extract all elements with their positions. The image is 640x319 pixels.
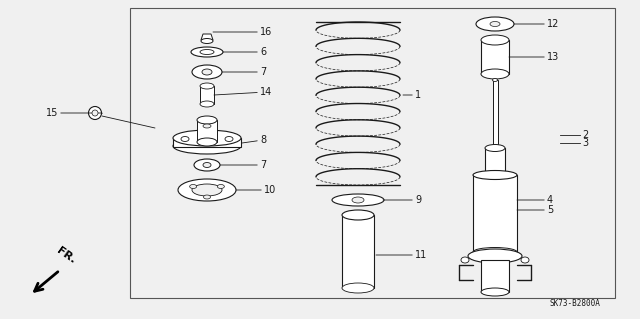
Text: 12: 12: [514, 19, 559, 29]
Ellipse shape: [490, 21, 500, 26]
Text: 2: 2: [582, 130, 588, 140]
Bar: [342, 215, 374, 288]
Text: 11: 11: [376, 250, 428, 260]
Bar: [481, 40, 509, 74]
Ellipse shape: [521, 257, 529, 263]
Text: 5: 5: [517, 205, 553, 215]
Ellipse shape: [468, 249, 522, 263]
Ellipse shape: [473, 248, 517, 256]
Ellipse shape: [218, 184, 225, 189]
Text: 1: 1: [403, 90, 421, 100]
Ellipse shape: [194, 159, 220, 171]
Ellipse shape: [203, 162, 211, 167]
Bar: [473, 175, 517, 252]
Text: 6: 6: [223, 47, 266, 57]
Ellipse shape: [352, 197, 364, 203]
Ellipse shape: [485, 145, 505, 152]
Text: SK73-B2800A: SK73-B2800A: [550, 299, 600, 308]
Ellipse shape: [481, 35, 509, 45]
Ellipse shape: [204, 195, 211, 199]
Text: FR.: FR.: [55, 245, 77, 265]
Ellipse shape: [225, 137, 233, 142]
Ellipse shape: [197, 138, 217, 146]
Ellipse shape: [200, 101, 214, 107]
Ellipse shape: [202, 69, 212, 75]
Ellipse shape: [197, 116, 217, 124]
Ellipse shape: [481, 288, 509, 296]
Bar: [493, 80, 498, 148]
Text: 9: 9: [383, 195, 421, 205]
Bar: [485, 148, 505, 176]
Bar: [197, 120, 217, 142]
Bar: [130, 8, 615, 298]
Ellipse shape: [201, 39, 213, 43]
Ellipse shape: [485, 173, 505, 180]
Text: 13: 13: [509, 52, 559, 62]
Ellipse shape: [332, 194, 384, 206]
Ellipse shape: [192, 184, 222, 196]
Ellipse shape: [192, 65, 222, 79]
Text: 8: 8: [242, 135, 266, 145]
Ellipse shape: [461, 257, 469, 263]
Ellipse shape: [203, 124, 211, 128]
Ellipse shape: [173, 138, 241, 154]
Ellipse shape: [189, 184, 196, 189]
Bar: [200, 86, 214, 104]
Ellipse shape: [200, 83, 214, 89]
Ellipse shape: [473, 170, 517, 180]
Polygon shape: [201, 34, 213, 40]
Ellipse shape: [178, 179, 236, 201]
Text: 15: 15: [45, 108, 102, 118]
Ellipse shape: [342, 210, 374, 220]
Ellipse shape: [476, 17, 514, 31]
Text: 3: 3: [582, 138, 588, 148]
Ellipse shape: [200, 49, 214, 55]
Text: 14: 14: [214, 87, 272, 97]
Ellipse shape: [191, 47, 223, 57]
Text: 7: 7: [222, 67, 266, 77]
Text: 10: 10: [236, 185, 276, 195]
Text: 4: 4: [517, 195, 553, 205]
Ellipse shape: [92, 110, 98, 116]
Ellipse shape: [493, 78, 497, 81]
Ellipse shape: [181, 137, 189, 142]
Bar: [481, 260, 509, 292]
Ellipse shape: [342, 283, 374, 293]
Ellipse shape: [88, 107, 102, 120]
Text: 16: 16: [213, 27, 272, 37]
Ellipse shape: [481, 69, 509, 79]
Ellipse shape: [173, 130, 241, 146]
Bar: [173, 138, 241, 147]
Text: 7: 7: [220, 160, 266, 170]
